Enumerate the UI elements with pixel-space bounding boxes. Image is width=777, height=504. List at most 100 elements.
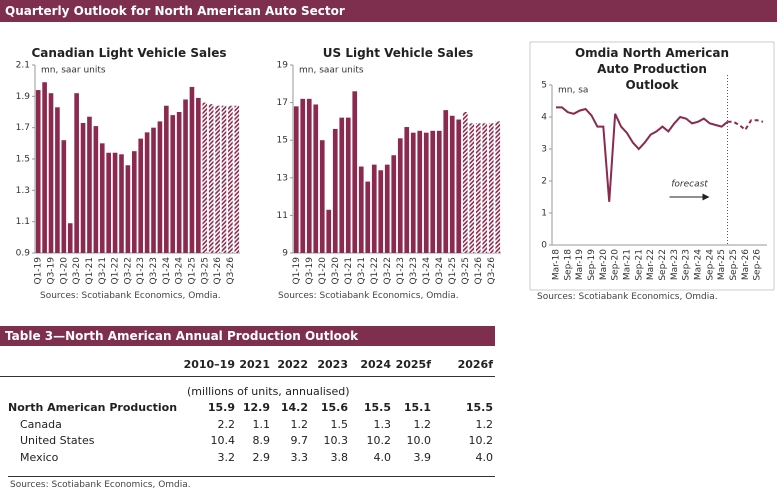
table-cell: 9.7 (290, 434, 309, 448)
bar (482, 123, 488, 253)
x-tick-label: Q3-24 (435, 257, 445, 285)
x-tick-label: Q3-26 (487, 257, 497, 285)
table-note-row: (millions of units, annualised) (0, 383, 495, 400)
x-tick-label: Q3-19 (305, 257, 315, 285)
table-cell: 15.1 (403, 401, 431, 415)
y-tick-label: 2.1 (16, 61, 30, 71)
bar (42, 82, 47, 253)
bar (495, 121, 501, 254)
source: Sources: Scotiabank Economics, Omdia. (537, 292, 718, 302)
bar (404, 127, 410, 253)
bar (326, 209, 332, 253)
bar (35, 90, 41, 253)
table-cell: 15.5 (363, 401, 391, 415)
bar (138, 138, 144, 253)
source: Sources: Scotiabank Economics, Omdia. (40, 291, 221, 301)
bar (131, 151, 137, 253)
chart: 0.9 1.1 1.3 1.5 1.7 1.9 2.1 mn, saar units Q1-19… (16, 61, 240, 285)
x-tick-label: Mar-18 (552, 249, 562, 280)
x-tick-label: Sep-21 (634, 249, 644, 281)
x-tick-label: Q1-25 (187, 257, 197, 285)
bar (449, 115, 455, 253)
table-header-cell: 2026f (457, 357, 493, 371)
bar (87, 116, 92, 253)
y-tick-label: 3 (541, 145, 547, 155)
chart: 9 11 13 15 17 19 mn, saar units Q1-19 Q3-19 Q1-20… (277, 61, 501, 285)
y-tick-label: 1 (541, 209, 547, 219)
y-tick-label: 0 (541, 241, 547, 251)
chart-title: US Light Vehicle Sales (322, 46, 474, 60)
x-tick-label: Sep-24 (705, 249, 715, 281)
y-tick-label: 11 (277, 211, 288, 221)
table-cell: 10.2 (366, 434, 392, 448)
x-tick-label: Q1-26 (213, 257, 223, 285)
bar (208, 104, 214, 254)
bar (106, 152, 111, 253)
bar (215, 105, 220, 253)
table-cell: 4.0 (475, 450, 494, 464)
table-header-cell: 2025f (395, 357, 431, 371)
x-tick-label: Q3-23 (149, 257, 159, 285)
bar (189, 86, 195, 253)
bar (332, 128, 338, 253)
bar (55, 107, 60, 253)
table-cell: 3.8 (330, 450, 349, 464)
bar (371, 164, 377, 253)
bar (313, 104, 319, 253)
bar (112, 152, 118, 253)
y-tick-label: 13 (277, 173, 288, 183)
x-tick-label: Mar-23 (670, 249, 680, 280)
bar (365, 181, 371, 253)
table-row: United States 10.4 8.9 9.7 10.3 10.2 10.0 10.2 (0, 433, 495, 450)
table-header-cell: 2024 (360, 357, 391, 371)
x-tick-label: Sep-18 (563, 249, 573, 281)
bar (410, 132, 416, 253)
y-tick-label: 15 (277, 136, 288, 146)
y-tick-label: 0.9 (16, 249, 31, 259)
bar (436, 130, 442, 253)
bar (358, 166, 364, 253)
bar (423, 132, 429, 253)
bar (183, 99, 188, 253)
y-tick-label: 4 (541, 113, 547, 123)
bar (391, 155, 397, 253)
line (556, 106, 729, 202)
y-tick-label: 17 (277, 98, 288, 108)
table-cell: 2.9 (252, 450, 271, 464)
bar (300, 98, 306, 253)
table-cell: 1.2 (413, 417, 432, 431)
x-tick-label: Sep-26 (753, 249, 763, 281)
x-tick-label: Q3-21 (357, 257, 367, 285)
table-cell: 10.2 (468, 434, 494, 448)
table-cell: 10.3 (323, 434, 349, 448)
x-tick-label: Q1-19 (292, 257, 302, 285)
bar (157, 121, 163, 254)
table-rule (8, 476, 495, 477)
bar (352, 91, 358, 253)
bar (417, 130, 423, 253)
table-header-cell: 2021 (239, 357, 270, 371)
x-tick-label: Q3-26 (226, 257, 236, 285)
table-cell: 12.9 (242, 401, 270, 415)
y-tick-label: 5 (541, 81, 547, 91)
source: Sources: Scotiabank Economics, Omdia. (10, 480, 191, 490)
y-tick-label: 9 (282, 249, 288, 259)
x-tick-label: Q3-23 (409, 257, 419, 285)
y-tick-label: 1.9 (16, 92, 31, 102)
y-tick-label: 1.1 (16, 217, 30, 227)
x-tick-label: Q1-23 (136, 257, 146, 285)
x-tick-label: Q1-25 (448, 257, 458, 285)
x-tick-label: Mar-22 (646, 249, 656, 280)
x-tick-label: Q3-25 (461, 257, 471, 285)
x-tick-label: Q3-20 (331, 257, 341, 285)
x-tick-label: Q3-21 (98, 257, 108, 285)
bar (306, 98, 312, 253)
page-header: Quarterly Outlook for North American Aut… (0, 0, 777, 22)
bar (345, 117, 351, 253)
x-tick-label: Q3-25 (200, 257, 210, 285)
x-tick-label: Q1-26 (474, 257, 484, 285)
table-cell: 2.2 (217, 417, 236, 431)
bar (462, 112, 468, 253)
